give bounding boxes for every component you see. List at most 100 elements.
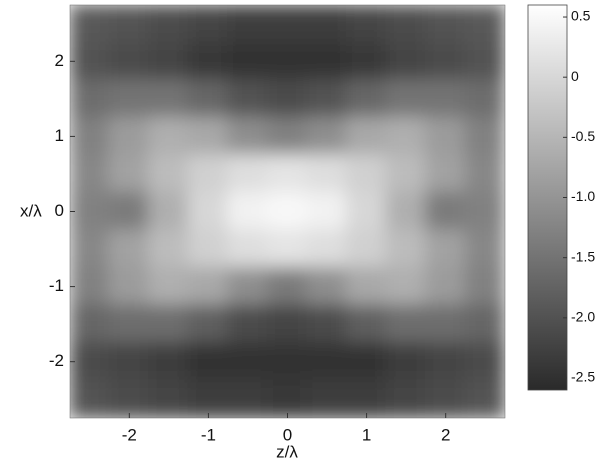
heat-cell (306, 341, 348, 382)
heat-cell (70, 304, 111, 344)
heat-cell (345, 266, 388, 307)
heat-cell (345, 5, 388, 44)
heat-cell (187, 41, 230, 82)
heat-cell (424, 266, 467, 307)
heat-cell (108, 5, 151, 44)
heat-cell (266, 379, 309, 418)
heat-cell (148, 79, 190, 119)
heat-cell (306, 154, 348, 194)
x-tick-label: 1 (362, 425, 371, 444)
x-tick-label: -2 (122, 425, 137, 444)
heat-cell (227, 116, 269, 157)
heat-cell (345, 79, 388, 119)
heat-cell (227, 341, 269, 382)
heat-cell (187, 5, 230, 44)
heat-cell (187, 266, 230, 307)
heat-cell (227, 229, 269, 269)
heat-cell (385, 5, 427, 44)
heat-cell (266, 191, 309, 232)
heat-cell (424, 5, 467, 44)
heat-cell (385, 304, 427, 344)
heat-cell (70, 379, 111, 418)
heat-cell (148, 116, 190, 157)
x-tick-label: -1 (201, 425, 216, 444)
heat-cell (227, 41, 269, 82)
heat-cell (424, 341, 467, 382)
heat-cell (385, 341, 427, 382)
heat-cell (464, 304, 505, 344)
heat-cell (385, 154, 427, 194)
heat-cell (108, 191, 151, 232)
heat-cell (187, 116, 230, 157)
heat-cell (424, 304, 467, 344)
heat-cell (345, 154, 388, 194)
heat-cell (108, 304, 151, 344)
y-tick-label: -2 (49, 351, 64, 370)
heat-cell (227, 266, 269, 307)
heat-cell (148, 154, 190, 194)
heat-cell (70, 191, 111, 232)
heat-cell (306, 41, 348, 82)
heat-cell (345, 191, 388, 232)
heat-cell (464, 41, 505, 82)
heat-cell (266, 154, 309, 194)
heat-cell (345, 41, 388, 82)
heat-cell (70, 41, 111, 82)
heat-cell (108, 41, 151, 82)
colorbar: 0.5 0 -0.5 -1.0 -1.5 -2.0 -2.5 (527, 4, 595, 391)
heat-cell (148, 229, 190, 269)
x-axis-label: z/λ (276, 442, 298, 461)
heat-cell (187, 79, 230, 119)
heat-cell (187, 154, 230, 194)
colorbar-tick-label: -1.5 (571, 248, 595, 264)
heat-cell (227, 79, 269, 119)
heat-cell (227, 191, 269, 232)
heat-cell (464, 229, 505, 269)
heat-cell (148, 5, 190, 44)
heat-cell (345, 379, 388, 418)
heat-cell (148, 341, 190, 382)
heat-cell (70, 341, 111, 382)
heat-cell (424, 229, 467, 269)
heat-cell (424, 191, 467, 232)
x-tick-label: 2 (441, 425, 450, 444)
heat-cell (424, 41, 467, 82)
heat-cell (464, 379, 505, 418)
heat-cell (306, 116, 348, 157)
heat-cell (385, 116, 427, 157)
y-tick-label: 2 (55, 51, 64, 70)
heat-cell (266, 341, 309, 382)
heat-cell (187, 304, 230, 344)
colorbar-tick-label: 0 (571, 68, 579, 84)
heatmap (70, 5, 505, 418)
colorbar-tick-label: -2.5 (571, 369, 595, 385)
y-tick-label: 0 (55, 201, 64, 220)
heat-cell (306, 229, 348, 269)
heat-cell (306, 5, 348, 44)
heat-cell (385, 41, 427, 82)
heat-cell (306, 79, 348, 119)
heat-cell (424, 79, 467, 119)
heat-cell (108, 379, 151, 418)
colorbar-tick-label: -1.0 (571, 188, 595, 204)
heat-cell (424, 379, 467, 418)
colorbar-tick-label: -2.0 (571, 309, 595, 325)
heat-cell (306, 379, 348, 418)
heat-cell (385, 266, 427, 307)
heat-cell (227, 154, 269, 194)
heat-cell (70, 116, 111, 157)
heat-cell (345, 304, 388, 344)
heat-cell (464, 154, 505, 194)
heat-cell (345, 229, 388, 269)
heat-cell (306, 266, 348, 307)
x-tick-label: 0 (283, 425, 292, 444)
heat-cell (227, 5, 269, 44)
heat-cell (266, 116, 309, 157)
heat-cell (464, 266, 505, 307)
heat-cell (464, 341, 505, 382)
heat-cell (148, 379, 190, 418)
heat-cell (108, 266, 151, 307)
heat-cell (108, 341, 151, 382)
heat-cell (266, 229, 309, 269)
heat-cell (306, 304, 348, 344)
